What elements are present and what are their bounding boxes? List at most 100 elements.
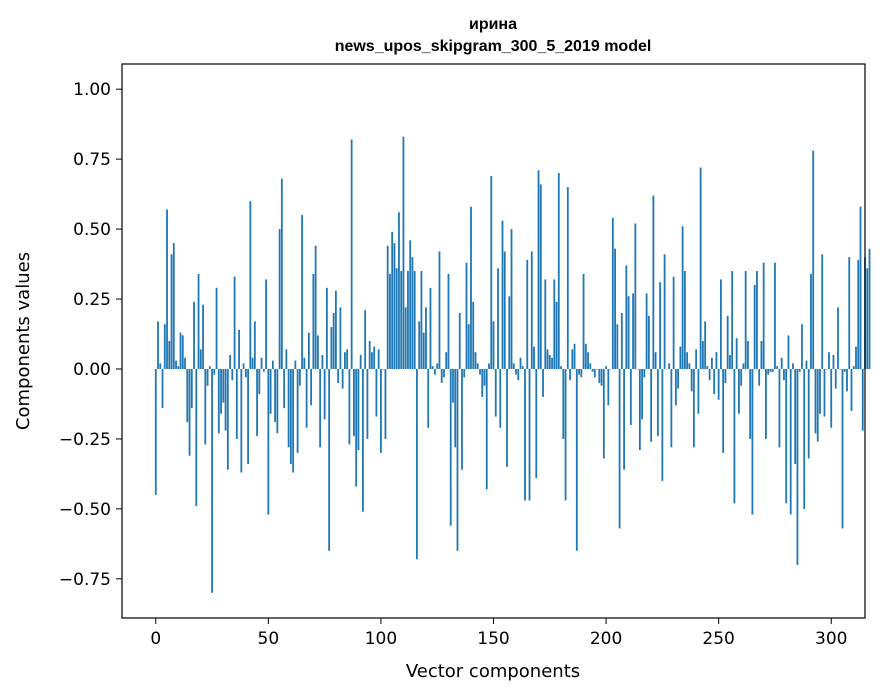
plot-frame (121, 63, 866, 619)
bar-232 (677, 368, 680, 389)
bar-39 (242, 363, 245, 369)
bar-43 (251, 357, 254, 369)
bar-56 (280, 178, 283, 369)
bar-109 (400, 271, 403, 369)
bar-264 (749, 368, 752, 439)
bar-283 (792, 363, 794, 369)
bar-213 (634, 223, 637, 369)
bar-9 (175, 360, 177, 369)
bar-93 (364, 310, 367, 369)
bar-314 (861, 368, 864, 431)
bar-174 (546, 349, 549, 369)
bar-32 (226, 368, 229, 470)
bar-268 (758, 368, 761, 386)
bar-91 (359, 354, 362, 369)
bar-100 (380, 368, 382, 453)
bar-12 (181, 335, 184, 369)
bar-295 (819, 368, 821, 414)
bar-230 (672, 276, 675, 369)
bar-156 (506, 368, 508, 467)
bar-231 (674, 368, 677, 406)
bar-169 (535, 368, 538, 479)
bar-306 (843, 368, 846, 372)
y-tick-label: 0.25 (73, 290, 111, 310)
bar-29 (220, 368, 222, 414)
bar-97 (373, 346, 376, 369)
bar-312 (857, 259, 860, 369)
bar-68 (307, 332, 310, 369)
bar-37 (238, 329, 240, 369)
bar-141 (472, 301, 475, 369)
bar-50 (267, 368, 270, 515)
bar-285 (796, 368, 799, 565)
bar-281 (787, 335, 790, 369)
bar-58 (285, 349, 288, 369)
bar-155 (503, 251, 506, 369)
bar-45 (256, 368, 258, 437)
bar-222 (654, 352, 657, 369)
bar-149 (490, 175, 493, 369)
chart-title: ирина (469, 16, 517, 33)
bar-279 (783, 368, 785, 381)
bar-249 (715, 352, 718, 369)
bar-302 (834, 368, 837, 389)
bar-262 (744, 271, 747, 369)
y-tick-label: 1.00 (73, 80, 111, 100)
bar-162 (519, 357, 522, 369)
bar-199 (602, 368, 605, 459)
bar-301 (832, 354, 835, 369)
bar-85 (346, 349, 349, 369)
bar-288 (803, 368, 806, 509)
bar-253 (724, 368, 727, 383)
bar-204 (614, 248, 616, 369)
bar-299 (828, 352, 830, 369)
bar-111 (404, 307, 407, 369)
bar-187 (575, 368, 578, 551)
bar-104 (389, 273, 391, 369)
bar-158 (510, 229, 513, 369)
bar-277 (778, 368, 781, 448)
bar-142 (474, 352, 477, 369)
bar-244 (704, 321, 707, 369)
bar-138 (465, 262, 468, 369)
x-tick-label: 250 (702, 629, 734, 649)
bar-224 (659, 282, 662, 369)
bar-26 (213, 368, 216, 375)
bar-308 (848, 257, 851, 369)
bar-105 (391, 231, 394, 369)
bar-51 (269, 368, 272, 414)
bar-220 (650, 368, 653, 442)
bar-113 (409, 240, 412, 369)
bar-163 (521, 366, 524, 369)
bar-193 (589, 363, 592, 369)
bar-225 (661, 368, 664, 481)
bar-157 (508, 296, 511, 369)
bar-3 (161, 368, 164, 409)
bar-110 (402, 136, 405, 369)
bar-185 (571, 349, 574, 369)
bar-79 (332, 313, 335, 369)
bar-65 (301, 215, 304, 369)
bar-265 (751, 368, 754, 515)
bar-258 (735, 338, 738, 369)
bar-273 (769, 368, 772, 372)
bar-233 (679, 346, 682, 369)
bar-119 (422, 332, 425, 369)
bar-132 (452, 368, 454, 403)
bar-14 (186, 368, 189, 423)
bar-34 (231, 368, 234, 381)
bar-86 (348, 368, 351, 445)
bar-18 (195, 368, 198, 507)
bar-310 (852, 366, 855, 369)
bar-131 (449, 368, 452, 526)
bar-303 (837, 307, 839, 369)
bar-139 (467, 324, 470, 369)
x-tick-label: 200 (590, 629, 622, 649)
bar-223 (656, 368, 659, 437)
bar-171 (539, 184, 542, 369)
bar-133 (454, 368, 457, 448)
bar-36 (235, 368, 238, 439)
bar-23 (206, 368, 209, 386)
bar-10 (177, 366, 180, 369)
bar-293 (814, 368, 817, 434)
